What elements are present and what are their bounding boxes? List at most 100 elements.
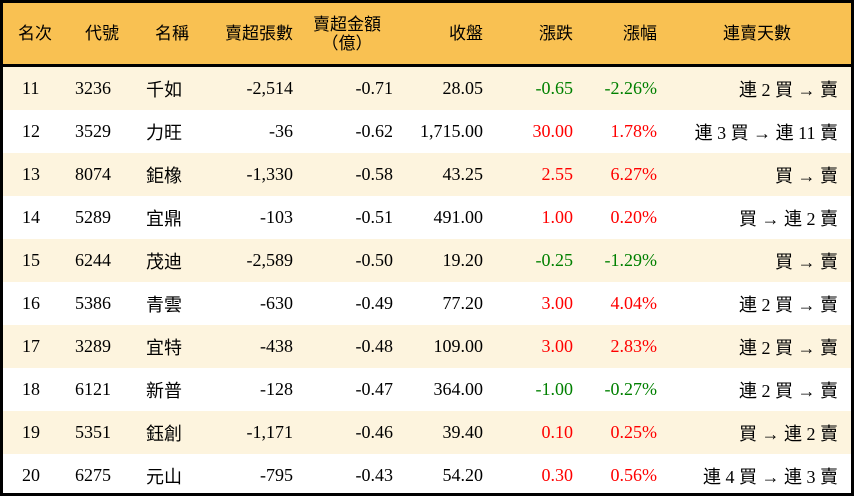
change-pct-cell: 1.78% [573, 110, 663, 153]
net-sell-amount-cell: -0.46 [293, 411, 393, 454]
change-cell: 2.55 [483, 153, 573, 196]
change-cell: 30.00 [483, 110, 573, 153]
streak-cell: 連 2 買 → 賣 [663, 325, 851, 368]
close-cell: 1,715.00 [393, 110, 483, 153]
streak-cell: 連 2 買 → 賣 [663, 282, 851, 325]
change-cell: 0.30 [483, 454, 573, 497]
net-sell-lots-cell: -128 [207, 368, 293, 411]
name-cell: 新普 [137, 368, 207, 411]
change-cell: -1.00 [483, 368, 573, 411]
net-sell-lots-cell: -630 [207, 282, 293, 325]
header-net-sell-amount: 賣超金額 （億） [293, 3, 393, 66]
header-code: 代號 [67, 3, 137, 66]
net-sell-lots-cell: -438 [207, 325, 293, 368]
code-cell: 5386 [67, 282, 137, 325]
code-cell: 3289 [67, 325, 137, 368]
rank-cell: 13 [3, 153, 67, 196]
header-close: 收盤 [393, 3, 483, 66]
close-cell: 39.40 [393, 411, 483, 454]
change-cell: -0.25 [483, 239, 573, 282]
table-header-row: 名次 代號 名稱 賣超張數 賣超金額 （億） 收盤 漲跌 漲幅 連賣天數 [3, 3, 851, 66]
close-cell: 19.20 [393, 239, 483, 282]
rank-cell: 17 [3, 325, 67, 368]
name-cell: 青雲 [137, 282, 207, 325]
change-pct-cell: 6.27% [573, 153, 663, 196]
streak-cell: 連 2 買 → 賣 [663, 368, 851, 411]
rank-cell: 14 [3, 196, 67, 239]
code-cell: 6244 [67, 239, 137, 282]
net-sell-amount-cell: -0.51 [293, 196, 393, 239]
change-cell: 3.00 [483, 325, 573, 368]
net-sell-amount-cell: -0.71 [293, 66, 393, 111]
change-pct-cell: 2.83% [573, 325, 663, 368]
net-sell-lots-cell: -1,330 [207, 153, 293, 196]
header-change-pct: 漲幅 [573, 3, 663, 66]
code-cell: 6275 [67, 454, 137, 497]
net-sell-amount-cell: -0.49 [293, 282, 393, 325]
rank-cell: 20 [3, 454, 67, 497]
header-net-sell-amount-unit: （億） [301, 34, 393, 53]
net-sell-lots-cell: -795 [207, 454, 293, 497]
header-rank: 名次 [3, 3, 67, 66]
net-sell-lots-cell: -1,171 [207, 411, 293, 454]
rank-cell: 19 [3, 411, 67, 454]
change-pct-cell: -0.27% [573, 368, 663, 411]
change-pct-cell: 0.56% [573, 454, 663, 497]
change-pct-cell: 0.25% [573, 411, 663, 454]
change-cell: 0.10 [483, 411, 573, 454]
streak-cell: 買 → 連 2 賣 [663, 196, 851, 239]
rank-cell: 15 [3, 239, 67, 282]
name-cell: 力旺 [137, 110, 207, 153]
code-cell: 5351 [67, 411, 137, 454]
header-name: 名稱 [137, 3, 207, 66]
change-cell: -0.65 [483, 66, 573, 111]
name-cell: 宜鼎 [137, 196, 207, 239]
change-pct-cell: 4.04% [573, 282, 663, 325]
close-cell: 109.00 [393, 325, 483, 368]
net-sell-amount-cell: -0.47 [293, 368, 393, 411]
streak-cell: 買 → 賣 [663, 239, 851, 282]
header-net-sell-lots: 賣超張數 [207, 3, 293, 66]
close-cell: 491.00 [393, 196, 483, 239]
name-cell: 元山 [137, 454, 207, 497]
code-cell: 3236 [67, 66, 137, 111]
close-cell: 28.05 [393, 66, 483, 111]
rank-cell: 18 [3, 368, 67, 411]
header-change: 漲跌 [483, 3, 573, 66]
header-streak: 連賣天數 [663, 3, 851, 66]
streak-cell: 連 2 買 → 賣 [663, 66, 851, 111]
net-sell-amount-cell: -0.58 [293, 153, 393, 196]
streak-cell: 連 3 買 → 連 11 賣 [663, 110, 851, 153]
streak-cell: 連 4 買 → 連 3 賣 [663, 454, 851, 497]
code-cell: 5289 [67, 196, 137, 239]
change-pct-cell: -1.29% [573, 239, 663, 282]
close-cell: 43.25 [393, 153, 483, 196]
net-sell-amount-cell: -0.50 [293, 239, 393, 282]
change-pct-cell: 0.20% [573, 196, 663, 239]
net-sell-lots-cell: -36 [207, 110, 293, 153]
code-cell: 3529 [67, 110, 137, 153]
code-cell: 8074 [67, 153, 137, 196]
change-cell: 3.00 [483, 282, 573, 325]
rank-cell: 12 [3, 110, 67, 153]
net-sell-lots-cell: -103 [207, 196, 293, 239]
close-cell: 364.00 [393, 368, 483, 411]
name-cell: 鈺創 [137, 411, 207, 454]
close-cell: 54.20 [393, 454, 483, 497]
streak-cell: 買 → 賣 [663, 153, 851, 196]
header-net-sell-amount-label: 賣超金額 [301, 15, 393, 34]
code-cell: 6121 [67, 368, 137, 411]
rank-cell: 11 [3, 66, 67, 111]
